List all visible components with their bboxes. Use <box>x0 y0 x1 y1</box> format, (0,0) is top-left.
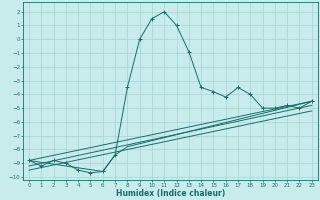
X-axis label: Humidex (Indice chaleur): Humidex (Indice chaleur) <box>116 189 225 198</box>
